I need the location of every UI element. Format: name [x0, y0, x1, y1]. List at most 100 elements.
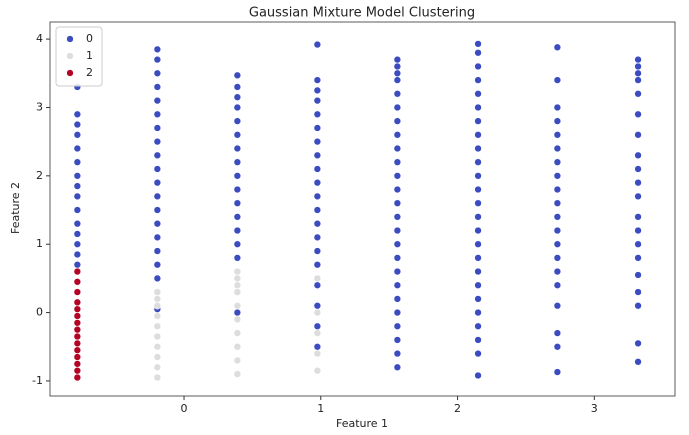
- point: [313, 206, 322, 214]
- point: [153, 302, 162, 310]
- point: [73, 373, 82, 382]
- point: [233, 281, 242, 289]
- point: [553, 131, 562, 139]
- point: [474, 76, 482, 84]
- point: [153, 288, 162, 296]
- point: [73, 319, 82, 327]
- point: [73, 339, 82, 348]
- x-tick-label: 0: [181, 402, 188, 415]
- point: [393, 267, 402, 276]
- point: [393, 281, 402, 289]
- point: [393, 363, 402, 371]
- point: [233, 240, 242, 248]
- point: [73, 312, 82, 320]
- point: [153, 83, 162, 91]
- point: [634, 69, 642, 77]
- point: [153, 274, 162, 283]
- point: [233, 185, 242, 194]
- point: [233, 117, 242, 125]
- point: [393, 213, 402, 221]
- point: [393, 117, 402, 125]
- point: [313, 86, 322, 95]
- point: [634, 165, 642, 173]
- point: [474, 267, 482, 276]
- point: [634, 151, 642, 159]
- point: [393, 336, 402, 344]
- point: [393, 295, 402, 303]
- point: [313, 343, 322, 351]
- point: [73, 326, 82, 334]
- point: [153, 220, 162, 228]
- point: [153, 96, 162, 105]
- point: [313, 76, 322, 84]
- y-tick-label: -1: [32, 374, 43, 387]
- point: [233, 103, 242, 112]
- point: [233, 71, 242, 79]
- point: [233, 83, 242, 91]
- point: [73, 267, 82, 276]
- point: [73, 182, 82, 190]
- point: [634, 339, 642, 348]
- legend-label: 0: [86, 32, 93, 45]
- point: [634, 179, 642, 187]
- point: [474, 131, 482, 139]
- point: [553, 240, 562, 248]
- point: [313, 40, 322, 49]
- point: [553, 267, 562, 276]
- point: [634, 55, 642, 64]
- point: [313, 281, 322, 289]
- y-tick-label: 4: [36, 32, 43, 45]
- point: [553, 43, 562, 51]
- point: [153, 124, 162, 132]
- point: [393, 158, 402, 166]
- point: [474, 281, 482, 289]
- point: [313, 110, 322, 118]
- point: [73, 220, 82, 228]
- point: [73, 367, 82, 375]
- y-tick-label: 3: [36, 100, 43, 113]
- point: [233, 288, 242, 296]
- point: [153, 312, 162, 320]
- point: [474, 90, 482, 98]
- point: [634, 240, 642, 248]
- point: [634, 90, 642, 98]
- point: [634, 76, 642, 84]
- point: [233, 158, 242, 166]
- point: [313, 302, 322, 310]
- point: [153, 332, 162, 341]
- point: [153, 206, 162, 214]
- point: [634, 254, 642, 262]
- point: [393, 76, 402, 84]
- point: [634, 288, 642, 296]
- point: [233, 302, 242, 310]
- point: [233, 343, 242, 351]
- point: [313, 308, 322, 317]
- point: [474, 40, 482, 48]
- point: [393, 240, 402, 248]
- point: [73, 298, 82, 306]
- point: [153, 45, 162, 53]
- point: [313, 329, 322, 337]
- legend-marker: [66, 69, 74, 77]
- point: [393, 185, 402, 194]
- y-tick-label: 1: [36, 237, 43, 250]
- point: [634, 358, 642, 366]
- point: [553, 185, 562, 194]
- point: [153, 247, 162, 255]
- point: [474, 62, 482, 71]
- point: [474, 213, 482, 221]
- point: [233, 213, 242, 221]
- point: [313, 274, 322, 283]
- point: [553, 103, 562, 112]
- point: [553, 302, 562, 310]
- point: [73, 158, 82, 166]
- point: [474, 349, 482, 358]
- point: [233, 308, 242, 317]
- point: [474, 158, 482, 166]
- point: [313, 192, 322, 201]
- legend-label: 1: [86, 49, 93, 62]
- point: [393, 254, 402, 262]
- point: [233, 356, 242, 365]
- point: [73, 240, 82, 248]
